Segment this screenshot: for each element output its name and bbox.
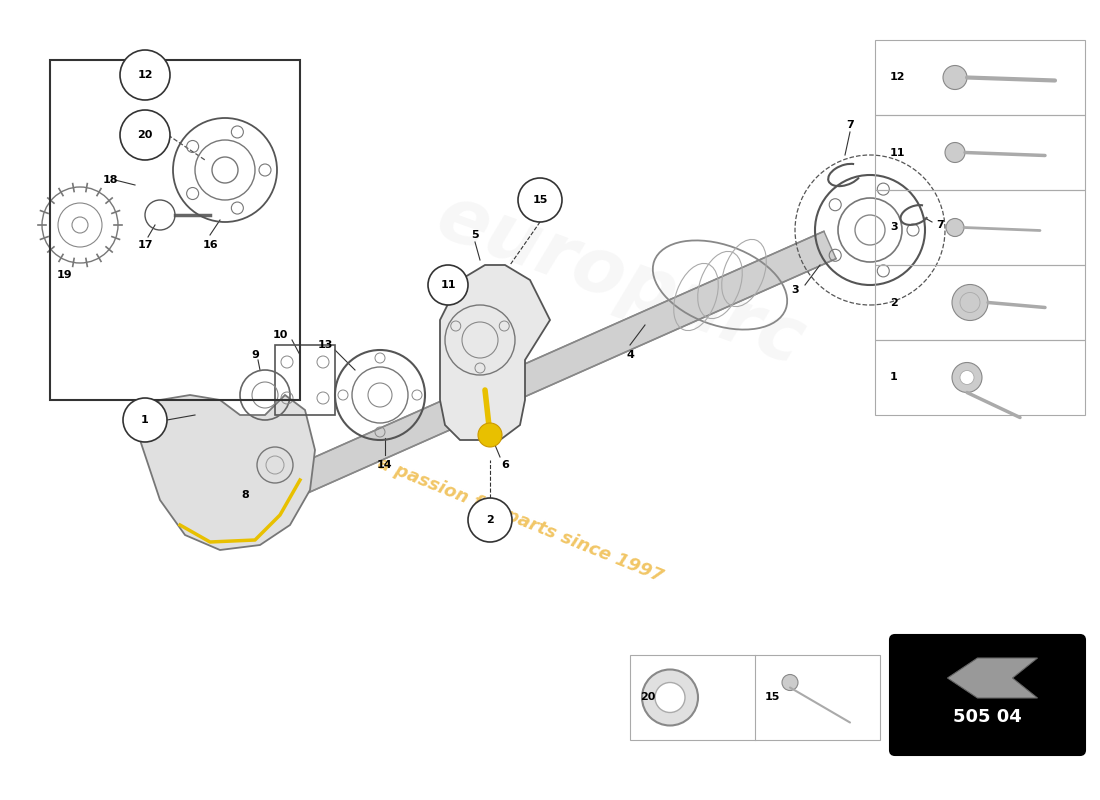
Bar <box>275 345 336 415</box>
Text: 12: 12 <box>890 73 905 82</box>
Text: 1: 1 <box>890 373 898 382</box>
Text: 15: 15 <box>764 693 780 702</box>
Circle shape <box>946 218 964 237</box>
Bar <box>874 340 1085 415</box>
Text: 3: 3 <box>791 285 799 295</box>
Bar <box>874 40 1085 115</box>
Text: 18: 18 <box>102 175 118 185</box>
Circle shape <box>945 142 965 162</box>
Text: 1: 1 <box>141 415 149 425</box>
Text: 16: 16 <box>202 240 218 250</box>
Circle shape <box>123 398 167 442</box>
Text: 9: 9 <box>251 350 258 360</box>
Text: 10: 10 <box>273 330 288 340</box>
Circle shape <box>782 674 797 690</box>
Text: 5: 5 <box>471 230 478 240</box>
Text: 2: 2 <box>890 298 898 307</box>
Text: 11: 11 <box>440 280 455 290</box>
Bar <box>630 655 880 740</box>
Text: 7: 7 <box>846 120 854 130</box>
Text: 7: 7 <box>936 220 944 230</box>
Text: 8: 8 <box>241 490 249 500</box>
Text: 11: 11 <box>890 147 905 158</box>
Text: 2: 2 <box>486 515 494 525</box>
Text: 20: 20 <box>138 130 153 140</box>
Text: europarc: europarc <box>427 179 814 381</box>
Polygon shape <box>440 265 550 440</box>
Circle shape <box>952 285 988 321</box>
Polygon shape <box>140 395 315 550</box>
Text: 12: 12 <box>138 70 153 80</box>
Circle shape <box>943 66 967 90</box>
Text: 13: 13 <box>317 340 332 350</box>
Text: a passion for parts since 1997: a passion for parts since 1997 <box>375 454 666 586</box>
Text: 15: 15 <box>532 195 548 205</box>
Text: 17: 17 <box>138 240 153 250</box>
Circle shape <box>468 498 512 542</box>
Circle shape <box>960 370 974 385</box>
FancyBboxPatch shape <box>890 635 1085 755</box>
Text: 19: 19 <box>57 270 73 280</box>
Polygon shape <box>294 231 836 494</box>
Text: 6: 6 <box>502 460 509 470</box>
Circle shape <box>518 178 562 222</box>
Bar <box>874 190 1085 265</box>
Text: 505 04: 505 04 <box>953 708 1022 726</box>
Circle shape <box>120 110 170 160</box>
Circle shape <box>642 670 698 726</box>
Text: 14: 14 <box>377 460 393 470</box>
Bar <box>50 60 300 400</box>
Circle shape <box>428 265 468 305</box>
Bar <box>874 115 1085 190</box>
Bar <box>874 265 1085 340</box>
Circle shape <box>120 50 170 100</box>
Polygon shape <box>947 658 1037 698</box>
Circle shape <box>654 682 685 713</box>
Circle shape <box>952 362 982 393</box>
Text: 20: 20 <box>640 693 656 702</box>
Text: 3: 3 <box>890 222 898 233</box>
Circle shape <box>478 423 502 447</box>
Text: 4: 4 <box>626 350 634 360</box>
